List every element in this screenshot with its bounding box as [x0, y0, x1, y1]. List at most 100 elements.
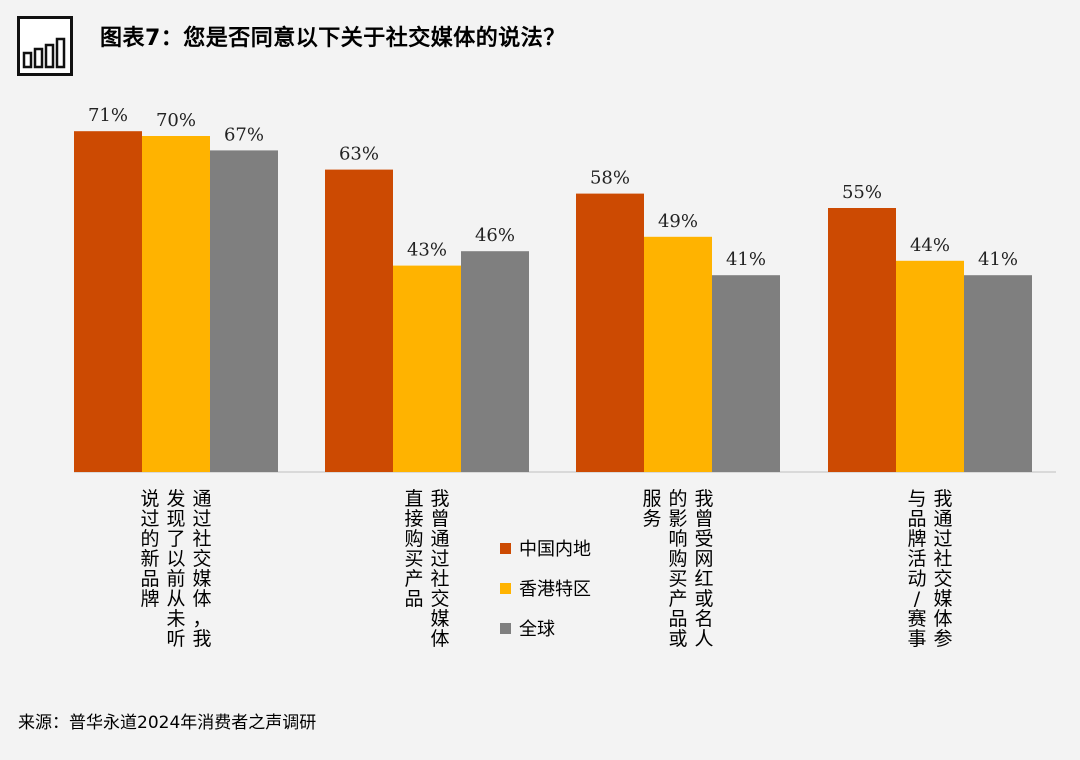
data-label: 63% — [339, 144, 379, 165]
category-label-char: 曾 — [430, 508, 449, 530]
legend-item: 全球 — [500, 608, 591, 648]
category-label-char: 社 — [933, 548, 952, 570]
category-label-char: 交 — [430, 588, 449, 610]
category-label-char: 接 — [404, 508, 423, 530]
category-label-char: 通 — [192, 488, 211, 510]
legend-label: 中国内地 — [519, 539, 591, 560]
bar — [964, 275, 1032, 472]
category-label-char: 或 — [694, 588, 713, 610]
category-label-char: 社 — [192, 528, 211, 550]
category-label-char: 听 — [166, 628, 185, 650]
bar — [325, 169, 393, 472]
category-label-char: 通 — [430, 528, 449, 550]
bar — [142, 136, 210, 472]
category-label-char: ， — [192, 608, 211, 630]
data-label: 58% — [590, 168, 630, 189]
category-label-char: 社 — [430, 568, 449, 590]
legend-swatch — [500, 582, 511, 594]
category-label-char: 说 — [140, 488, 159, 510]
category-label-char: 品 — [668, 608, 687, 630]
category-label-char: 未 — [166, 608, 185, 630]
category-label-char: 体 — [192, 588, 211, 610]
legend-swatch — [500, 542, 511, 554]
category-label-char: 买 — [668, 568, 687, 590]
category-label-char: 以 — [166, 548, 185, 570]
category-label-char: 服 — [642, 488, 661, 510]
bar — [712, 275, 780, 472]
data-label: 67% — [224, 124, 264, 145]
category-label-char: 过 — [430, 548, 449, 570]
category-label-char: 了 — [166, 528, 185, 550]
category-label-char: 务 — [642, 508, 661, 530]
category-label-char: 从 — [166, 588, 185, 610]
category-label-char: 交 — [192, 548, 211, 570]
category-label-char: 网 — [694, 548, 713, 570]
category-label-char: 与 — [907, 488, 926, 510]
category-label-char: 产 — [668, 588, 687, 610]
legend-item: 中国内地 — [500, 528, 591, 568]
category-label-char: 受 — [694, 528, 713, 550]
data-label: 55% — [842, 182, 882, 203]
bar — [210, 150, 278, 472]
legend-label: 香港特区 — [519, 579, 591, 600]
data-label: 41% — [726, 249, 766, 270]
category-label-char: 前 — [166, 568, 185, 590]
category-label-char: 或 — [668, 628, 687, 650]
category-label-char: 购 — [404, 528, 423, 550]
category-label-char: 买 — [404, 548, 423, 570]
category-label-char: 购 — [668, 548, 687, 570]
category-label-char: 参 — [933, 628, 952, 650]
bar — [576, 193, 644, 472]
category-label-char: 名 — [694, 608, 713, 630]
category-label-char: / — [914, 588, 921, 610]
category-label-char: 响 — [668, 528, 687, 550]
category-label-char: 媒 — [933, 588, 952, 610]
category-label-char: 活 — [907, 548, 926, 570]
category-label-char: 的 — [668, 488, 687, 510]
category-label-char: 影 — [668, 508, 687, 530]
bar — [393, 265, 461, 472]
bar — [74, 131, 142, 472]
bar — [461, 251, 529, 472]
data-label: 49% — [658, 211, 698, 232]
category-label-char: 人 — [694, 628, 713, 650]
data-label: 41% — [978, 249, 1018, 270]
category-label-char: 媒 — [430, 608, 449, 630]
category-label-char: 牌 — [140, 588, 159, 610]
category-label-char: 事 — [907, 628, 926, 650]
category-label-char: 过 — [933, 528, 952, 550]
legend-swatch — [500, 622, 511, 634]
category-label-char: 体 — [430, 628, 449, 650]
category-label-char: 品 — [140, 568, 159, 590]
source-note: 来源：普华永道2024年消费者之声调研 — [18, 713, 317, 733]
category-label-char: 赛 — [907, 608, 926, 630]
category-label-char: 品 — [907, 508, 926, 530]
category-label-char: 我 — [430, 488, 449, 510]
legend-item: 香港特区 — [500, 568, 591, 608]
category-label-char: 过 — [140, 508, 159, 530]
bar — [896, 260, 964, 472]
category-label-char: 的 — [140, 528, 159, 550]
legend-label: 全球 — [519, 619, 555, 640]
category-label-char: 产 — [404, 568, 423, 590]
category-label-char: 牌 — [907, 528, 926, 550]
bar — [644, 236, 712, 472]
category-label-char: 品 — [404, 588, 423, 610]
data-label: 70% — [156, 110, 196, 131]
category-label-char: 过 — [192, 508, 211, 530]
category-label-char: 媒 — [192, 568, 211, 590]
category-label-char: 我 — [192, 628, 211, 650]
category-label-char: 发 — [166, 488, 185, 510]
bar-chart: 71% 70%67%通过社交媒体，我发现了以前从未听说过的新品牌63%43%46%… — [74, 105, 1056, 650]
category-label-char: 新 — [140, 548, 159, 570]
category-label-char: 直 — [404, 488, 423, 510]
bar — [828, 208, 896, 472]
category-label-char: 红 — [694, 568, 713, 590]
category-label-char: 体 — [933, 608, 952, 630]
category-label-char: 动 — [907, 568, 926, 590]
bar-chart-icon — [17, 16, 73, 76]
category-label-char: 通 — [933, 508, 952, 530]
data-label: 43% — [407, 240, 447, 261]
category-label-char: 我 — [694, 488, 713, 510]
category-label-char: 交 — [933, 568, 952, 590]
